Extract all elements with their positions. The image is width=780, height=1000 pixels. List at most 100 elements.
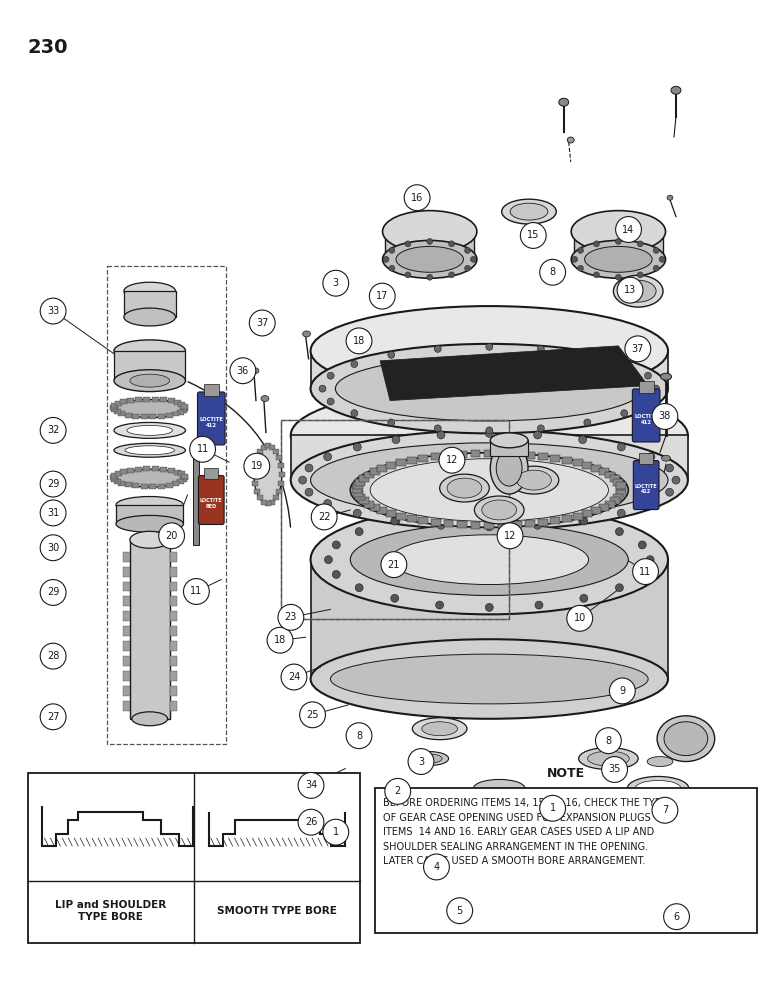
Bar bbox=[123, 671, 129, 681]
Text: 18: 18 bbox=[274, 635, 286, 645]
Ellipse shape bbox=[382, 240, 477, 278]
Text: 34: 34 bbox=[305, 780, 317, 790]
Text: 21: 21 bbox=[388, 560, 400, 570]
Bar bbox=[169, 686, 176, 696]
Bar bbox=[123, 552, 129, 562]
Bar bbox=[562, 457, 572, 464]
Text: 25: 25 bbox=[307, 710, 319, 720]
Circle shape bbox=[41, 417, 66, 443]
Bar bbox=[363, 501, 374, 508]
Circle shape bbox=[385, 778, 410, 804]
Bar bbox=[111, 477, 118, 482]
Bar bbox=[257, 449, 263, 454]
Circle shape bbox=[638, 570, 647, 578]
Bar bbox=[386, 462, 396, 469]
Ellipse shape bbox=[114, 443, 186, 457]
Circle shape bbox=[572, 256, 578, 262]
Circle shape bbox=[389, 247, 395, 253]
Bar bbox=[484, 522, 495, 529]
Ellipse shape bbox=[114, 400, 186, 417]
Ellipse shape bbox=[396, 246, 463, 272]
Circle shape bbox=[41, 704, 66, 730]
Bar bbox=[278, 472, 285, 477]
Bar bbox=[165, 483, 172, 488]
Bar bbox=[265, 501, 271, 506]
Bar bbox=[375, 788, 757, 933]
Bar bbox=[610, 475, 620, 482]
Circle shape bbox=[391, 517, 399, 525]
Circle shape bbox=[323, 819, 349, 845]
Bar bbox=[115, 401, 122, 406]
Bar bbox=[123, 567, 129, 577]
Bar bbox=[180, 477, 187, 482]
Ellipse shape bbox=[261, 396, 269, 402]
Bar bbox=[150, 414, 157, 419]
Bar bbox=[168, 468, 175, 473]
Bar bbox=[591, 507, 601, 514]
Bar bbox=[370, 468, 380, 475]
Bar bbox=[639, 453, 653, 464]
Bar bbox=[152, 397, 159, 402]
Circle shape bbox=[584, 351, 590, 358]
Bar bbox=[396, 513, 406, 520]
Ellipse shape bbox=[114, 370, 186, 392]
Bar bbox=[144, 466, 151, 471]
Bar bbox=[107, 266, 226, 744]
Bar bbox=[172, 481, 179, 486]
Bar bbox=[169, 582, 176, 591]
Text: 37: 37 bbox=[632, 344, 644, 354]
Circle shape bbox=[579, 517, 587, 525]
Circle shape bbox=[652, 797, 678, 823]
Bar bbox=[161, 467, 167, 472]
Bar bbox=[599, 468, 608, 475]
Text: LIP and SHOULDER
TYPE BORE: LIP and SHOULDER TYPE BORE bbox=[55, 900, 166, 922]
Ellipse shape bbox=[667, 195, 673, 200]
Circle shape bbox=[647, 453, 655, 461]
Circle shape bbox=[577, 265, 583, 271]
Text: 17: 17 bbox=[376, 291, 388, 301]
Ellipse shape bbox=[310, 306, 668, 396]
Ellipse shape bbox=[571, 240, 665, 278]
Ellipse shape bbox=[114, 422, 186, 438]
Circle shape bbox=[190, 436, 215, 462]
Ellipse shape bbox=[661, 455, 671, 461]
Ellipse shape bbox=[127, 425, 172, 435]
Ellipse shape bbox=[510, 203, 548, 220]
Circle shape bbox=[346, 723, 372, 749]
Circle shape bbox=[653, 247, 659, 253]
Bar bbox=[551, 455, 560, 462]
Ellipse shape bbox=[558, 98, 569, 106]
Circle shape bbox=[535, 510, 543, 518]
Circle shape bbox=[434, 345, 441, 352]
Bar bbox=[269, 500, 275, 505]
Bar bbox=[177, 479, 184, 484]
Bar bbox=[261, 445, 267, 450]
Bar bbox=[551, 517, 560, 524]
Circle shape bbox=[427, 274, 433, 280]
Text: 35: 35 bbox=[608, 764, 621, 774]
Ellipse shape bbox=[114, 340, 186, 362]
Text: 11: 11 bbox=[197, 444, 209, 454]
Text: LOCTITE
412: LOCTITE 412 bbox=[199, 417, 223, 428]
Circle shape bbox=[250, 310, 275, 336]
Circle shape bbox=[579, 436, 587, 444]
Ellipse shape bbox=[422, 722, 458, 736]
Circle shape bbox=[267, 627, 293, 653]
Circle shape bbox=[300, 702, 325, 728]
Text: 10: 10 bbox=[573, 613, 586, 623]
Bar bbox=[583, 462, 592, 469]
Bar bbox=[120, 399, 127, 404]
Ellipse shape bbox=[496, 450, 522, 486]
Circle shape bbox=[652, 404, 678, 429]
Bar bbox=[281, 420, 509, 619]
Bar bbox=[169, 641, 176, 651]
Text: 31: 31 bbox=[47, 508, 59, 518]
Bar bbox=[127, 468, 133, 473]
Bar bbox=[135, 467, 142, 472]
Circle shape bbox=[486, 427, 493, 434]
Bar bbox=[273, 449, 279, 454]
Text: 24: 24 bbox=[288, 672, 300, 682]
Bar bbox=[406, 457, 417, 464]
Circle shape bbox=[41, 298, 66, 324]
Bar bbox=[406, 515, 417, 522]
